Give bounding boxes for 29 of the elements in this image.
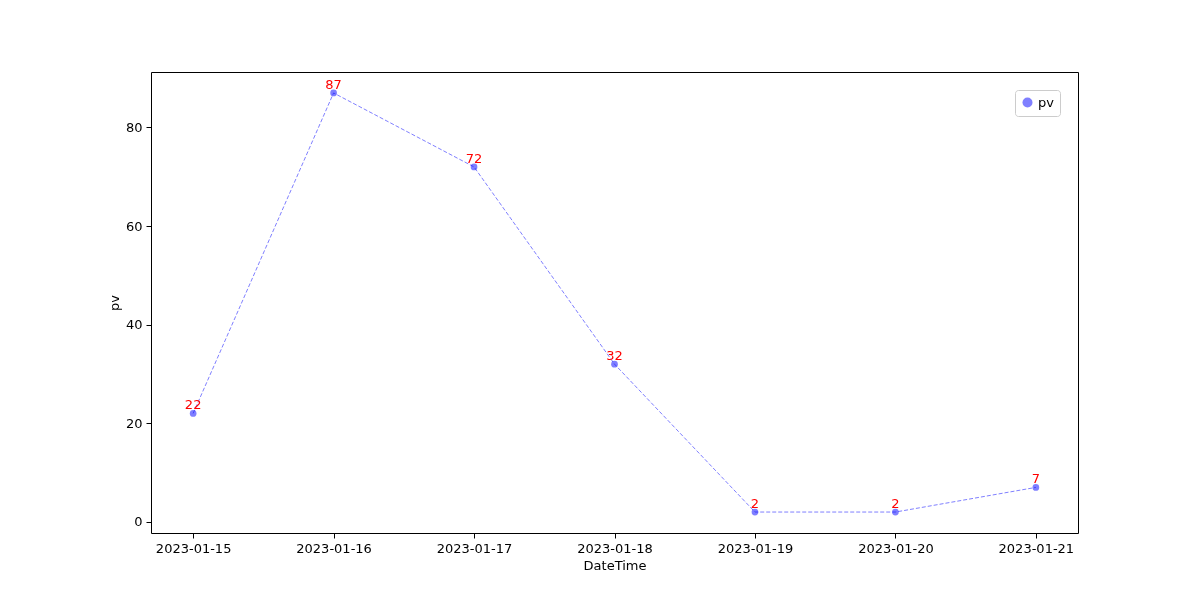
- y-tick-label: 20: [125, 415, 143, 431]
- y-axis-title: pv: [106, 294, 122, 311]
- y-tick-label: 40: [125, 317, 143, 333]
- point: [189, 410, 197, 417]
- data-label: 2: [750, 496, 760, 512]
- x-tick-label: 2023-01-15: [155, 540, 232, 556]
- y-tick-label: 0: [134, 514, 143, 530]
- data-label: 22: [184, 397, 202, 413]
- y-tick-label: 60: [125, 218, 143, 234]
- point: [1032, 484, 1040, 491]
- point: [330, 89, 337, 97]
- x-tick-label: 2023-01-17: [436, 540, 513, 556]
- y-tick-label: 80: [125, 119, 143, 135]
- x-tick-label: 2023-01-18: [577, 540, 653, 556]
- x-tick-label: 2023-01-20: [858, 540, 934, 556]
- x-axis-title: DateTime: [583, 557, 647, 573]
- data-label: 7: [1031, 471, 1040, 487]
- point: [751, 508, 759, 516]
- point: [470, 163, 478, 171]
- data-label: 87: [325, 76, 342, 92]
- point: [611, 360, 618, 368]
- data-label: 72: [465, 150, 483, 166]
- legend-label: pv: [1038, 94, 1055, 110]
- x-tick-label: 2023-01-16: [296, 540, 372, 556]
- x-tick-label: 2023-01-21: [998, 540, 1075, 556]
- data-label: 2: [891, 496, 900, 512]
- x-tick-label: 2023-01-19: [717, 540, 794, 556]
- data-label: 32: [606, 348, 623, 364]
- point: [892, 508, 899, 516]
